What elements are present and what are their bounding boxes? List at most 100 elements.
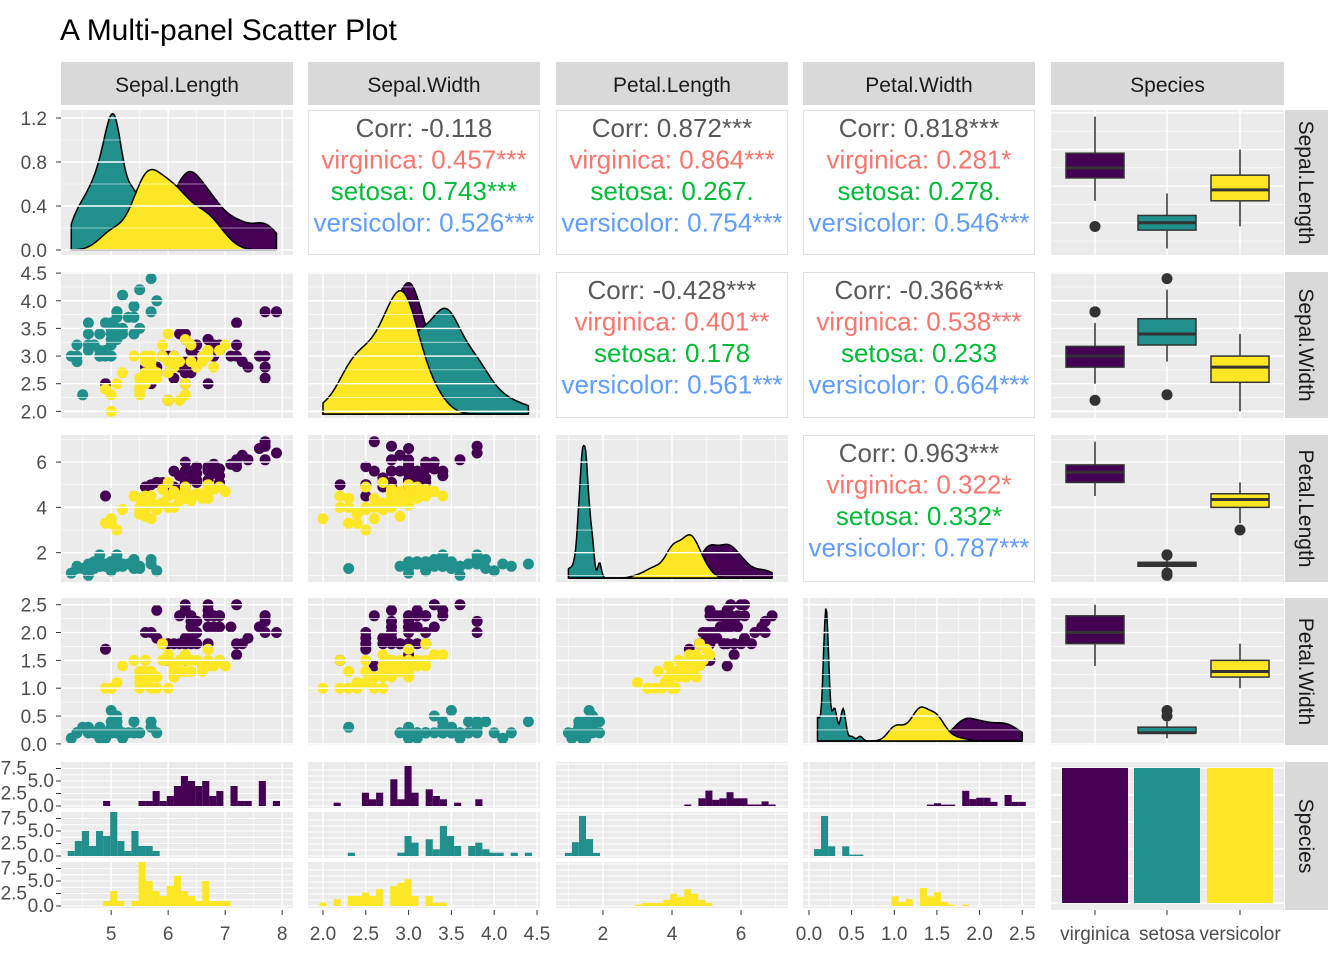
point-setosa — [134, 727, 146, 739]
point-versicolor — [343, 666, 355, 677]
y-tick-label: 2 — [36, 544, 47, 565]
bar-versicolor — [1207, 768, 1273, 903]
x-tick-label: 2.5 — [353, 924, 379, 945]
histogram-bar-setosa — [447, 836, 455, 856]
y-tick-label: 4.0 — [21, 292, 47, 313]
y-tick-label: 7.5 — [1, 859, 27, 880]
x-tick-label: 8 — [277, 924, 288, 945]
point-virginica — [420, 472, 432, 484]
histogram-bar-setosa — [489, 852, 497, 856]
histogram-bar-setosa — [856, 854, 864, 856]
correlation-versicolor: versicolor: 0.561*** — [561, 370, 782, 400]
strip-right-sepal-width — [1285, 272, 1328, 418]
point-setosa — [576, 727, 588, 739]
point-setosa — [122, 558, 134, 570]
y-tick-label: 7.5 — [1, 759, 27, 780]
strip-top-sepal-length — [61, 62, 293, 105]
point-setosa — [122, 727, 134, 739]
histogram-bar-virginica — [411, 792, 419, 806]
histogram-bar-versicolor — [684, 889, 692, 906]
histogram-bar-versicolor — [439, 902, 447, 906]
histogram-bar-versicolor — [103, 901, 111, 906]
histogram-bar-virginica — [705, 790, 713, 806]
x-tick-label: 2.5 — [1009, 924, 1035, 945]
correlation-virginica: virginica: 0.864*** — [569, 145, 774, 175]
strip-right-species — [1285, 762, 1328, 910]
histogram-bar-virginica — [747, 804, 755, 806]
histogram-bar-virginica — [934, 803, 942, 806]
histogram-bar-virginica — [740, 798, 748, 806]
point-setosa — [522, 716, 534, 728]
x-tick-label: 2 — [598, 924, 609, 945]
point-setosa — [594, 727, 605, 739]
point-virginica — [259, 306, 271, 318]
point-setosa — [428, 560, 440, 572]
point-versicolor — [368, 513, 380, 525]
y-tick-label: 1.2 — [21, 109, 47, 130]
point-versicolor — [351, 517, 363, 529]
point-setosa — [497, 558, 509, 570]
point-setosa — [134, 563, 146, 574]
histogram-bar-virginica — [397, 799, 405, 806]
point-setosa — [497, 732, 509, 744]
histogram-bar-setosa — [571, 842, 579, 856]
histogram-bar-versicolor — [926, 896, 934, 906]
histogram-bar-virginica — [941, 804, 949, 806]
outlier-virginica — [1089, 220, 1101, 232]
point-versicolor — [420, 483, 432, 495]
point-setosa — [445, 721, 457, 733]
strip-top-species — [1051, 62, 1284, 105]
y-tick-label: 4 — [36, 498, 47, 519]
point-versicolor — [386, 666, 397, 677]
histogram-bar-virginica — [976, 797, 984, 806]
point-versicolor — [145, 513, 157, 525]
point-versicolor — [403, 660, 415, 672]
point-virginica — [100, 643, 111, 655]
histogram-bar-setosa — [103, 836, 111, 856]
histogram-bar-virginica — [761, 801, 769, 806]
histogram-bar-versicolor — [145, 881, 153, 906]
point-versicolor — [174, 495, 186, 507]
point-setosa — [463, 558, 474, 570]
histogram-bar-versicolor — [354, 896, 362, 906]
strip-top-petal-width — [803, 62, 1035, 105]
histogram-bar-virginica — [404, 766, 412, 806]
point-virginica — [766, 610, 778, 622]
y-tick-label: 4.5 — [21, 264, 47, 285]
histogram-bar-versicolor — [898, 901, 906, 906]
correlation-virginica: virginica: 0.401** — [574, 307, 769, 337]
point-setosa — [145, 273, 157, 285]
point-versicolor — [690, 671, 702, 683]
x-tick-label: 3.0 — [395, 924, 421, 945]
point-virginica — [202, 610, 214, 622]
strip-top-petal-length — [556, 62, 788, 105]
point-setosa — [82, 339, 94, 351]
point-virginica — [403, 610, 415, 622]
point-versicolor — [145, 499, 157, 511]
histogram-bar-virginica — [425, 789, 433, 806]
point-versicolor — [179, 389, 191, 401]
histogram-bar-versicolor — [411, 896, 419, 906]
point-virginica — [454, 454, 466, 466]
histogram-bar-setosa — [124, 851, 132, 856]
histogram-bar-versicolor — [180, 891, 188, 906]
point-versicolor — [428, 649, 440, 661]
box-virginica — [1065, 152, 1125, 179]
y-tick-label: 1.0 — [21, 679, 47, 700]
histogram-bar-virginica — [990, 801, 998, 806]
point-versicolor — [360, 481, 372, 493]
histogram-bar-versicolor — [390, 886, 398, 906]
bar-virginica — [1062, 768, 1128, 903]
histogram-bar-versicolor — [216, 901, 224, 906]
point-virginica — [394, 449, 406, 461]
point-virginica — [403, 454, 415, 466]
y-tick-label: 0.0 — [28, 846, 54, 867]
point-virginica — [739, 632, 750, 644]
point-setosa — [437, 716, 449, 728]
point-versicolor — [377, 649, 389, 661]
histogram-bar-virginica — [159, 801, 167, 806]
histogram-bar-versicolor — [404, 879, 412, 906]
correlation-setosa: setosa: 0.178 — [594, 338, 750, 368]
point-setosa — [77, 389, 89, 401]
histogram-bar-versicolor — [209, 901, 217, 906]
